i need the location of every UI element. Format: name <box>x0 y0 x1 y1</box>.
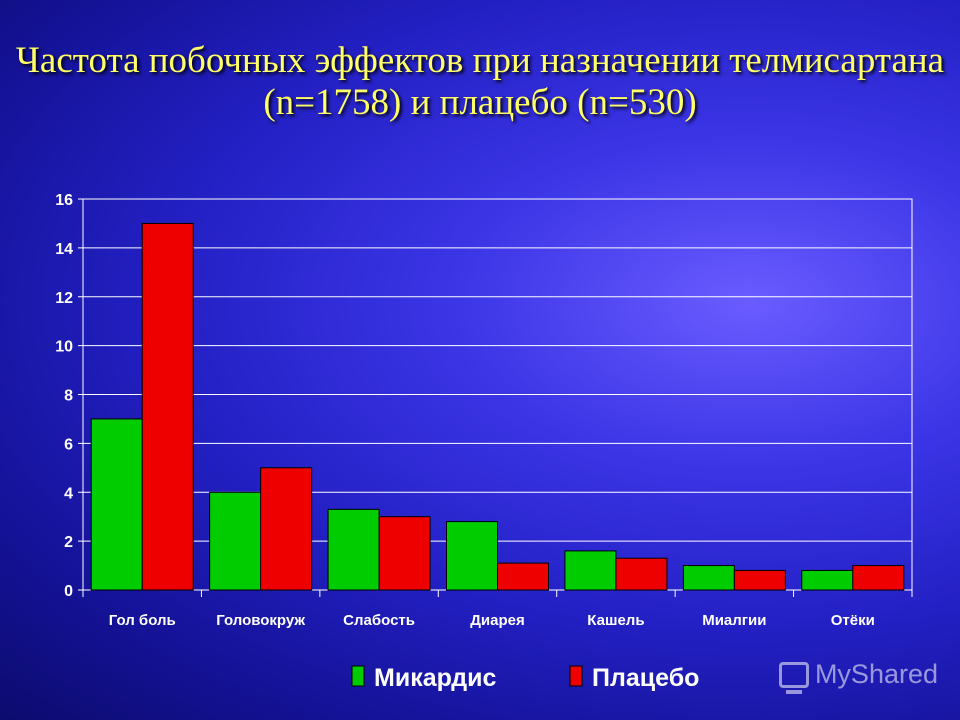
bar <box>801 569 854 591</box>
bar <box>378 516 431 591</box>
x-tick-label: Отёки <box>831 612 875 629</box>
x-tick-label: Кашель <box>587 612 644 629</box>
bar <box>682 565 735 591</box>
bar <box>564 550 617 591</box>
legend-label: Плацебо <box>592 664 699 692</box>
bar <box>327 508 380 591</box>
x-tick-label: Миалгии <box>702 612 766 629</box>
y-tick-label: 4 <box>64 485 73 502</box>
bar <box>90 418 143 591</box>
bar <box>141 222 194 591</box>
y-tick-label: 14 <box>55 241 73 258</box>
bar <box>615 557 668 591</box>
y-tick-label: 16 <box>55 192 73 209</box>
y-tick-label: 12 <box>55 290 73 307</box>
legend-label: Микардис <box>374 664 496 692</box>
y-tick-label: 10 <box>55 339 73 356</box>
y-tick-label: 8 <box>64 388 73 405</box>
x-tick-label: Головокруж <box>216 612 305 629</box>
bar <box>209 491 262 591</box>
monitor-icon <box>778 661 809 694</box>
watermark-text: MyShared <box>814 659 938 689</box>
x-tick-label: Слабость <box>343 612 415 629</box>
x-tick-label: Гол боль <box>109 612 176 629</box>
chart-title: Частота побочных эффектов при назначении… <box>15 40 945 123</box>
bar <box>446 521 498 591</box>
legend-swatch <box>351 665 365 687</box>
y-tick-label: 6 <box>64 436 73 453</box>
bar <box>733 569 786 591</box>
y-tick-label: 0 <box>64 583 73 600</box>
watermark: MyShared <box>778 659 938 694</box>
y-tick-label: 2 <box>64 534 73 551</box>
legend-swatch <box>569 665 583 687</box>
bar <box>260 467 313 591</box>
bar <box>497 562 549 591</box>
x-tick-label: Диарея <box>470 612 525 629</box>
bar <box>852 565 905 591</box>
